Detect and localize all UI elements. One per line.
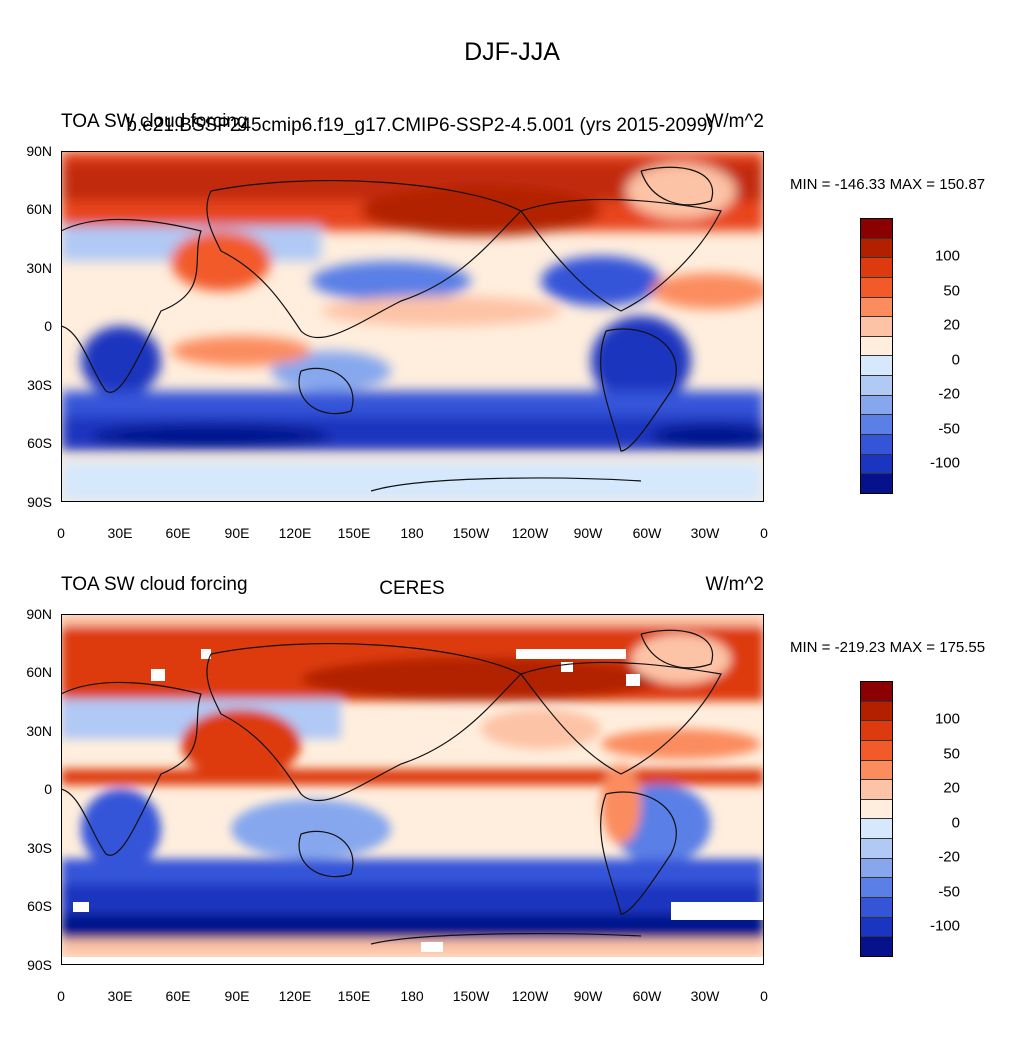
panel-left-label: TOA SW cloud forcing	[61, 574, 248, 595]
panel-left-label: TOA SW cloud forcing	[61, 111, 248, 132]
panel-ceres: TOA SW cloud forcing CERES W/m^2	[0, 568, 1024, 1038]
colorbar-segment	[861, 937, 892, 956]
colorbar-segment	[861, 356, 892, 377]
lat-tick: 0	[44, 318, 52, 334]
lon-tick: 120W	[511, 988, 549, 1004]
lon-tick: 120W	[511, 525, 549, 541]
panel-center-label: CERES	[379, 578, 445, 599]
colorbar-segment	[861, 219, 892, 239]
lon-tick: 90W	[573, 988, 603, 1004]
lon-tick: 0	[760, 988, 768, 1004]
panel-units-label: W/m^2	[705, 574, 764, 595]
colorbar-label: 50	[943, 282, 960, 300]
colorbar-label: 20	[943, 316, 960, 334]
lon-tick: 60W	[632, 988, 662, 1004]
lat-tick: 90S	[27, 494, 52, 510]
lon-tick: 90E	[224, 988, 250, 1004]
lat-tick: 60N	[26, 201, 52, 217]
colorbar-segment	[861, 435, 892, 455]
lat-tick: 30S	[27, 840, 52, 856]
colorbar-label: 50	[943, 745, 960, 763]
colorbar-segment	[861, 682, 892, 702]
lon-tick: 90W	[573, 525, 603, 541]
min-max-label: MIN = -146.33 MAX = 150.87	[790, 176, 986, 193]
colorbar-label: -100	[929, 917, 960, 935]
colorbar-segment	[861, 760, 892, 781]
lon-tick: 0	[760, 525, 768, 541]
lon-tick: 90E	[224, 525, 250, 541]
colorbar-segment	[861, 917, 892, 938]
lon-tick: 180	[400, 988, 424, 1004]
colorbar-segment	[861, 878, 892, 899]
map-model	[61, 151, 764, 502]
colorbar-labels: 100 50 20 0 -20 -50 -100	[900, 218, 960, 494]
colorbar-label: 0	[951, 814, 960, 832]
colorbar-segment	[861, 317, 892, 337]
lat-tick: 30N	[26, 723, 52, 739]
lon-tick: 120E	[278, 988, 312, 1004]
colorbar-segment	[861, 415, 892, 436]
colorbar-label: 100	[934, 247, 960, 265]
colorbar-segment	[861, 780, 892, 800]
lon-tick: 150W	[452, 525, 490, 541]
lat-tick: 90N	[26, 143, 52, 159]
colorbar	[860, 218, 893, 494]
lat-tick: 30S	[27, 377, 52, 393]
colorbar-segment	[861, 839, 892, 859]
colorbar-segment	[861, 277, 892, 298]
lon-tick: 180	[400, 525, 424, 541]
lon-tick: 0	[57, 525, 65, 541]
colorbar-segment	[861, 898, 892, 918]
colorbar-segment	[861, 258, 892, 278]
lat-tick: 60S	[27, 435, 52, 451]
colorbar-segment	[861, 336, 892, 357]
colorbar-label: -50	[938, 420, 960, 438]
lon-tick: 0	[57, 988, 65, 1004]
lat-tick: 90S	[27, 957, 52, 973]
colorbar-label: 100	[934, 710, 960, 728]
panel-center-label: b.e21.BSSP245cmip6.f19_g17.CMIP6-SSP2-4.…	[126, 115, 714, 136]
lon-tick: 60E	[165, 988, 191, 1004]
panel-model: TOA SW cloud forcing b.e21.BSSP245cmip6.…	[0, 105, 1024, 575]
colorbar-label: -50	[938, 883, 960, 901]
lat-tick: 30N	[26, 260, 52, 276]
colorbar-segment	[861, 858, 892, 879]
panel-units-label: W/m^2	[705, 111, 764, 132]
colorbar-segment	[861, 721, 892, 741]
lon-tick: 30E	[107, 988, 133, 1004]
figure-title: DJF-JJA	[464, 38, 560, 66]
colorbar-label: 0	[951, 351, 960, 369]
lon-tick: 60W	[632, 525, 662, 541]
lon-tick: 150E	[337, 525, 371, 541]
colorbar-segment	[861, 395, 892, 416]
lat-tick: 90N	[26, 606, 52, 622]
colorbar-segment	[861, 474, 892, 493]
min-max-label: MIN = -219.23 MAX = 175.55	[790, 639, 986, 656]
colorbar-segment	[861, 740, 892, 761]
lon-tick: 30W	[690, 988, 720, 1004]
colorbar-labels: 100 50 20 0 -20 -50 -100	[900, 681, 960, 957]
colorbar-label: 20	[943, 779, 960, 797]
colorbar-segment	[861, 701, 892, 722]
lon-tick: 150W	[452, 988, 490, 1004]
colorbar-segment	[861, 454, 892, 475]
colorbar-segment	[861, 297, 892, 318]
lon-tick: 30W	[690, 525, 720, 541]
colorbar	[860, 681, 893, 957]
lat-tick: 60S	[27, 898, 52, 914]
lon-tick: 60E	[165, 525, 191, 541]
lon-tick: 150E	[337, 988, 371, 1004]
colorbar-label: -20	[938, 848, 960, 866]
lat-tick: 60N	[26, 664, 52, 680]
lon-tick: 120E	[278, 525, 312, 541]
colorbar-segment	[861, 376, 892, 396]
colorbar-segment	[861, 238, 892, 259]
lat-tick: 0	[44, 781, 52, 797]
lon-tick: 30E	[107, 525, 133, 541]
colorbar-label: -20	[938, 385, 960, 403]
colorbar-label: -100	[929, 454, 960, 472]
colorbar-segment	[861, 819, 892, 840]
colorbar-segment	[861, 799, 892, 820]
map-ceres	[61, 614, 764, 965]
